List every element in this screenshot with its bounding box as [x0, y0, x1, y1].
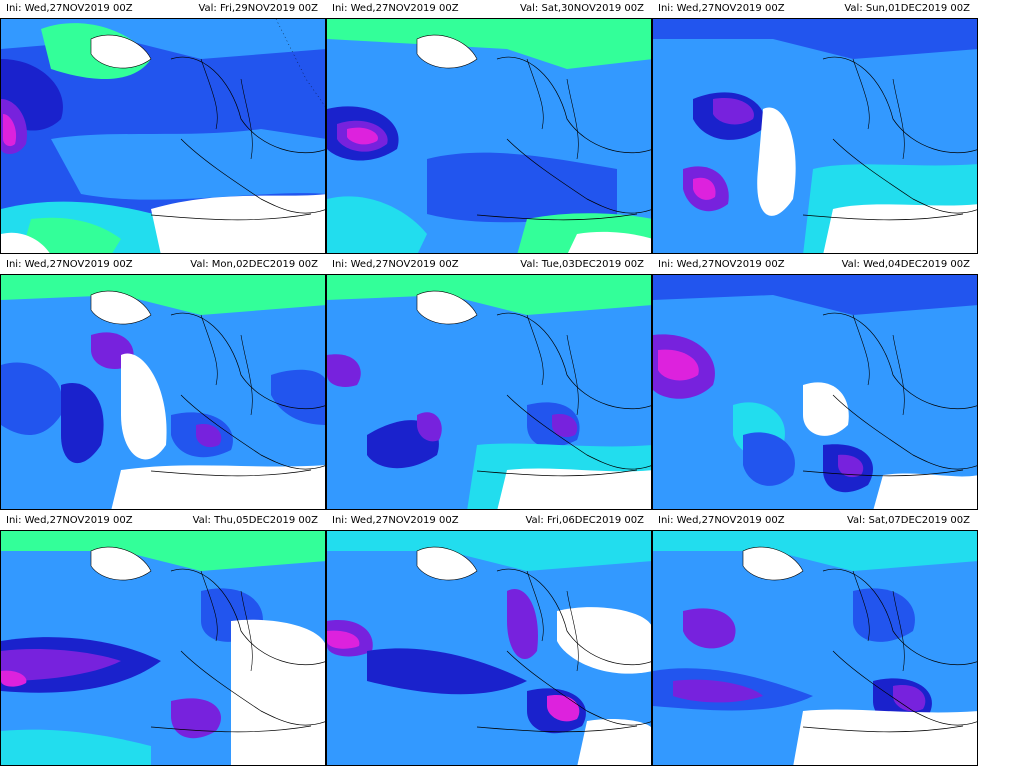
precipitation-map — [326, 274, 652, 510]
forecast-panel-sat-30nov: Ini: Wed,27NOV2019 00Z Val: Sat,30NOV201… — [326, 0, 652, 256]
panel-header: Ini: Wed,27NOV2019 00Z Val: Sat,30NOV201… — [326, 0, 652, 18]
init-time-label: Ini: Wed,27NOV2019 00Z — [658, 259, 785, 270]
init-time-label: Ini: Wed,27NOV2019 00Z — [332, 259, 459, 270]
panel-header: Ini: Wed,27NOV2019 00Z Val: Wed,04DEC201… — [652, 256, 978, 274]
valid-time-label: Val: Mon,02DEC2019 00Z — [190, 259, 318, 270]
forecast-panel-grid: Ini: Wed,27NOV2019 00Z Val: Fri,29NOV201… — [0, 0, 978, 768]
init-time-label: Ini: Wed,27NOV2019 00Z — [6, 259, 133, 270]
init-time-label: Ini: Wed,27NOV2019 00Z — [6, 515, 133, 526]
precipitation-map — [326, 18, 652, 254]
init-time-label: Ini: Wed,27NOV2019 00Z — [658, 515, 785, 526]
valid-time-label: Val: Tue,03DEC2019 00Z — [520, 259, 644, 270]
forecast-panel-thu-05dec: Ini: Wed,27NOV2019 00Z Val: Thu,05DEC201… — [0, 512, 326, 768]
precipitation-map — [0, 18, 326, 254]
forecast-panel-mon-02dec: Ini: Wed,27NOV2019 00Z Val: Mon,02DEC201… — [0, 256, 326, 512]
panel-header: Ini: Wed,27NOV2019 00Z Val: Fri,29NOV201… — [0, 0, 326, 18]
valid-time-label: Val: Sat,30NOV2019 00Z — [519, 3, 644, 14]
panel-header: Ini: Wed,27NOV2019 00Z Val: Fri,06DEC201… — [326, 512, 652, 530]
forecast-panel-fri-06dec: Ini: Wed,27NOV2019 00Z Val: Fri,06DEC201… — [326, 512, 652, 768]
valid-time-label: Val: Thu,05DEC2019 00Z — [192, 515, 318, 526]
precipitation-map — [0, 530, 326, 766]
precipitation-map — [652, 274, 978, 510]
valid-time-label: Val: Fri,29NOV2019 00Z — [198, 3, 318, 14]
valid-time-label: Val: Wed,04DEC2019 00Z — [841, 259, 970, 270]
forecast-panel-fri-29nov: Ini: Wed,27NOV2019 00Z Val: Fri,29NOV201… — [0, 0, 326, 256]
precipitation-map — [652, 18, 978, 254]
panel-header: Ini: Wed,27NOV2019 00Z Val: Tue,03DEC201… — [326, 256, 652, 274]
valid-time-label: Val: Fri,06DEC2019 00Z — [525, 515, 644, 526]
init-time-label: Ini: Wed,27NOV2019 00Z — [658, 3, 785, 14]
init-time-label: Ini: Wed,27NOV2019 00Z — [332, 515, 459, 526]
precipitation-map — [0, 274, 326, 510]
panel-header: Ini: Wed,27NOV2019 00Z Val: Sat,07DEC201… — [652, 512, 978, 530]
valid-time-label: Val: Sun,01DEC2019 00Z — [844, 3, 970, 14]
precipitation-map — [326, 530, 652, 766]
panel-header: Ini: Wed,27NOV2019 00Z Val: Sun,01DEC201… — [652, 0, 978, 18]
panel-header: Ini: Wed,27NOV2019 00Z Val: Mon,02DEC201… — [0, 256, 326, 274]
forecast-panel-sat-07dec: Ini: Wed,27NOV2019 00Z Val: Sat,07DEC201… — [652, 512, 978, 768]
init-time-label: Ini: Wed,27NOV2019 00Z — [6, 3, 133, 14]
precipitation-map — [652, 530, 978, 766]
valid-time-label: Val: Sat,07DEC2019 00Z — [846, 515, 970, 526]
panel-header: Ini: Wed,27NOV2019 00Z Val: Thu,05DEC201… — [0, 512, 326, 530]
forecast-panel-sun-01dec: Ini: Wed,27NOV2019 00Z Val: Sun,01DEC201… — [652, 0, 978, 256]
forecast-panel-tue-03dec: Ini: Wed,27NOV2019 00Z Val: Tue,03DEC201… — [326, 256, 652, 512]
init-time-label: Ini: Wed,27NOV2019 00Z — [332, 3, 459, 14]
forecast-panel-wed-04dec: Ini: Wed,27NOV2019 00Z Val: Wed,04DEC201… — [652, 256, 978, 512]
